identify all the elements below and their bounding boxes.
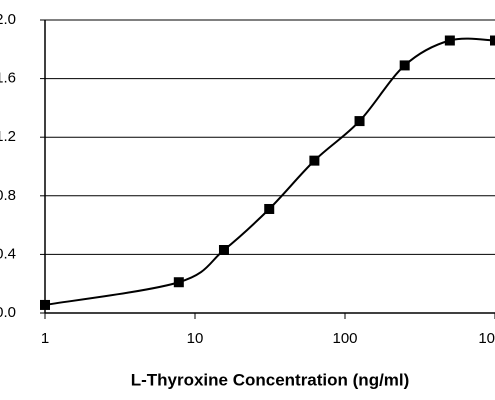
- marker: [399, 60, 410, 71]
- marker: [218, 245, 229, 256]
- marker: [173, 277, 184, 288]
- marker: [354, 116, 365, 127]
- y-tick-label: 1.2: [0, 128, 16, 145]
- x-tick-label: 1000: [478, 330, 495, 347]
- marker: [309, 155, 320, 166]
- y-tick-label: 1.6: [0, 70, 16, 87]
- marker: [264, 203, 275, 214]
- marker: [40, 299, 50, 310]
- marker: [444, 35, 455, 46]
- x-tick-label: 1: [41, 330, 49, 347]
- y-tick-label: 0.8: [0, 187, 16, 204]
- y-tick-label: 2.0: [0, 11, 16, 28]
- x-axis-label: L-Thyroxine Concentration (ng/ml): [131, 370, 410, 389]
- y-tick-label: 0.4: [0, 245, 16, 262]
- x-tick-label: 10: [187, 330, 204, 347]
- marker: [490, 35, 495, 46]
- y-tick-label: 0.0: [0, 304, 16, 321]
- x-tick-label: 100: [332, 330, 357, 347]
